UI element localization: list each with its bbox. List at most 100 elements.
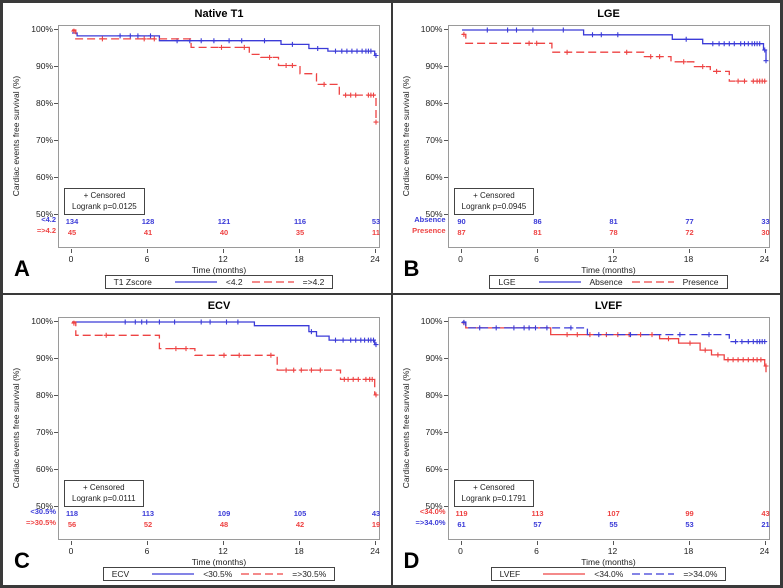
- legend-entry-label: <4.2: [225, 277, 243, 287]
- plot-area: + Censored Logrank p=0.1791 119 113 107 99 43 6…: [447, 317, 770, 540]
- at-risk-count: 61: [457, 520, 466, 529]
- survival-curves-svg: [71, 319, 379, 398]
- x-tick-mark: [147, 541, 148, 545]
- x-tick-label: 18: [294, 546, 304, 556]
- at-risk-count: 121: [217, 217, 231, 226]
- censored-label: + Censored: [473, 483, 515, 493]
- panel-title: ECV: [207, 300, 231, 312]
- stats-box: + Censored Logrank p=0.0111: [64, 480, 144, 507]
- x-tick-mark: [460, 541, 462, 545]
- plot-area: + Censored Logrank p=0.0945 90 86 81 77 33 87 81…: [447, 25, 770, 248]
- x-axis-label: Time (months): [581, 557, 636, 567]
- legend-line-sample-blue: [174, 281, 217, 283]
- x-tick-label: 0: [458, 254, 463, 264]
- panel-letter: A: [14, 256, 30, 281]
- at-risk-count: 33: [761, 217, 770, 226]
- logrank-label: Logrank p=0.0111: [72, 493, 136, 503]
- survival-curve-blue: [461, 321, 766, 343]
- legend-line-sample-blue: [152, 573, 195, 575]
- at-risk-count: 53: [371, 217, 381, 226]
- y-tick-label: 70%: [425, 135, 443, 145]
- y-tick-label: 70%: [425, 427, 443, 437]
- legend-line-sample-blue: [632, 573, 675, 575]
- y-tick-mark: [54, 103, 58, 104]
- y-axis-label: Cardiac events free survival (%): [400, 367, 411, 489]
- survival-curves-svg: [71, 28, 379, 125]
- y-tick-mark: [443, 506, 448, 507]
- y-tick-label: 90%: [35, 353, 53, 363]
- y-tick-mark: [443, 214, 448, 215]
- x-tick-mark: [688, 541, 690, 545]
- x-tick-mark: [375, 249, 376, 253]
- logrank-label: Logrank p=0.0125: [72, 201, 137, 211]
- y-tick-mark: [54, 432, 58, 433]
- at-risk-count: 21: [761, 520, 770, 529]
- at-risk-count: 128: [141, 217, 155, 226]
- x-tick-mark: [764, 249, 766, 253]
- at-risk-row-label: =>34.0%: [415, 518, 446, 527]
- y-tick-label: 60%: [35, 172, 53, 182]
- x-tick-label: 24: [370, 254, 380, 264]
- panel-d: LVEF Cardiac events free survival (%) 100%…: [392, 295, 780, 585]
- y-tick-mark: [443, 66, 448, 67]
- y-axis-label: Cardiac events free survival (%): [11, 367, 21, 489]
- y-tick-label: 90%: [425, 61, 443, 71]
- y-tick-mark: [54, 214, 58, 215]
- survival-curve-blue: [72, 321, 376, 346]
- at-risk-row-label: <4.2: [41, 215, 56, 224]
- x-tick-label: 24: [759, 546, 770, 556]
- panel-a: Native T1 Cardiac events free survival (%…: [3, 3, 391, 293]
- legend-wrap: T1 Zscore <4.2 =>4.2: [58, 275, 380, 289]
- x-tick-label: 24: [370, 546, 380, 556]
- at-risk-count: 99: [685, 509, 694, 518]
- x-axis-label: Time (months): [191, 265, 247, 275]
- x-tick-mark: [612, 249, 614, 253]
- survival-curve-blue: [461, 29, 767, 61]
- panel-title: LGE: [597, 8, 620, 20]
- x-tick-mark: [223, 541, 224, 545]
- legend-wrap: LVEF <34.0% =>34.0%: [448, 567, 770, 581]
- y-tick-mark: [54, 321, 58, 322]
- x-tick-mark: [764, 541, 766, 545]
- x-tick-mark: [299, 249, 300, 253]
- logrank-label: Logrank p=0.1791: [461, 493, 527, 503]
- legend-line-sample-red: [241, 573, 284, 575]
- logrank-label: Logrank p=0.0945: [461, 201, 527, 211]
- legend-entry-label: <30.5%: [203, 569, 233, 579]
- x-tick-label: 6: [534, 254, 539, 264]
- at-risk-count: 42: [295, 520, 305, 529]
- at-risk-count: 48: [219, 520, 229, 529]
- at-risk-count: 52: [143, 520, 153, 529]
- panel-letter: D: [403, 548, 420, 573]
- y-tick-mark: [443, 395, 448, 396]
- censor-plus-marks-blue: [122, 319, 379, 348]
- y-tick-label: 60%: [425, 172, 443, 182]
- survival-curve-red: [461, 322, 767, 373]
- y-tick-mark: [443, 103, 448, 104]
- legend-group-label: T1 Zscore: [113, 277, 152, 287]
- legend-line-sample-red: [543, 573, 586, 575]
- y-axis-label: Cardiac events free survival (%): [400, 75, 411, 197]
- at-risk-count: 118: [65, 509, 79, 518]
- at-risk-row-label: =>4.2: [36, 226, 56, 235]
- y-tick-mark: [443, 321, 448, 322]
- y-tick-label: 50%: [35, 209, 53, 219]
- y-tick-label: 100%: [31, 24, 53, 34]
- at-risk-row-label: <30.5%: [30, 507, 56, 516]
- at-risk-count: 107: [607, 509, 620, 518]
- y-tick-label: 50%: [425, 209, 443, 219]
- x-tick-label: 0: [68, 254, 74, 264]
- panel-b: LGE Cardiac events free survival (%) 100% 9…: [392, 3, 780, 293]
- y-tick-label: 100%: [420, 24, 443, 34]
- censor-plus-marks-red: [71, 28, 379, 125]
- y-tick-mark: [443, 358, 448, 359]
- at-risk-count: 41: [143, 228, 153, 237]
- legend-line-sample-red: [251, 281, 294, 283]
- legend-entry-label: <34.0%: [594, 569, 624, 579]
- y-tick-mark: [443, 432, 448, 433]
- legend-entry-label: =>4.2: [302, 277, 325, 287]
- at-risk-count: 86: [533, 217, 542, 226]
- stats-box: + Censored Logrank p=0.0125: [64, 188, 145, 215]
- y-tick-label: 60%: [35, 464, 53, 474]
